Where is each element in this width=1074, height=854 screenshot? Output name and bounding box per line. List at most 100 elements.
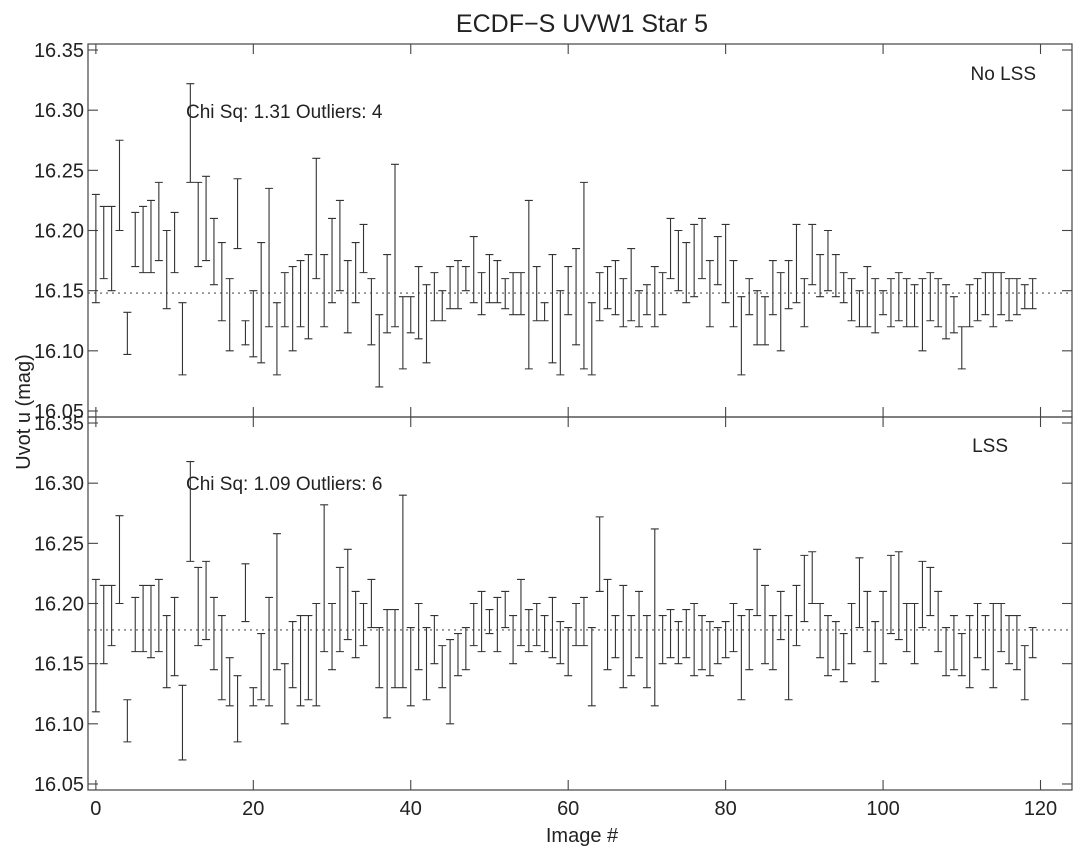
error-bar-no-lss bbox=[847, 278, 856, 322]
error-bar-no-lss bbox=[540, 302, 549, 322]
error-bar-no-lss bbox=[516, 272, 525, 316]
error-bar-lss bbox=[335, 566, 344, 653]
error-bar-lss bbox=[997, 602, 1006, 653]
error-bar-lss bbox=[863, 590, 872, 653]
error-bar-no-lss bbox=[532, 266, 541, 322]
error-bar-no-lss bbox=[957, 326, 966, 370]
x-tick-label: 80 bbox=[715, 798, 737, 820]
error-bar-lss bbox=[170, 596, 179, 677]
error-bar-no-lss bbox=[265, 187, 274, 328]
panel-label-lss: LSS bbox=[972, 436, 1008, 457]
error-bar-lss bbox=[957, 633, 966, 677]
error-bar-no-lss bbox=[524, 199, 533, 370]
error-bar-no-lss bbox=[579, 181, 588, 370]
error-bar-lss bbox=[453, 633, 462, 677]
error-bar-lss bbox=[721, 620, 730, 659]
error-bar-lss bbox=[1012, 614, 1021, 671]
error-bar-no-lss bbox=[792, 223, 801, 304]
x-tick-label: 100 bbox=[866, 798, 899, 820]
error-bar-lss bbox=[343, 548, 352, 641]
error-bar-lss bbox=[934, 590, 943, 653]
error-bar-lss bbox=[146, 584, 155, 659]
error-bar-no-lss bbox=[564, 266, 573, 316]
error-bar-no-lss bbox=[461, 266, 470, 292]
error-bar-lss bbox=[328, 602, 337, 671]
error-bar-no-lss bbox=[642, 284, 651, 316]
error-bar-lss bbox=[257, 633, 266, 701]
error-bar-lss bbox=[682, 608, 691, 659]
error-bar-lss bbox=[375, 627, 384, 689]
error-bar-no-lss bbox=[485, 254, 494, 304]
error-bar-lss bbox=[438, 645, 447, 689]
error-bar-no-lss bbox=[162, 229, 171, 310]
error-bar-lss bbox=[154, 578, 163, 653]
error-bar-no-lss bbox=[760, 296, 769, 346]
error-bar-no-lss bbox=[272, 302, 281, 376]
error-bar-no-lss bbox=[328, 217, 337, 304]
y-tick-label-lss: 16.30 bbox=[34, 473, 84, 495]
error-bar-lss bbox=[942, 627, 951, 677]
y-tick-label-no-lss: 16.10 bbox=[34, 341, 84, 363]
error-bar-no-lss bbox=[784, 260, 793, 310]
error-bar-lss bbox=[572, 602, 581, 647]
error-bar-no-lss bbox=[241, 320, 250, 346]
y-tick-label-no-lss: 16.30 bbox=[34, 100, 84, 122]
error-bar-no-lss bbox=[359, 223, 368, 274]
error-bar-lss bbox=[131, 596, 140, 653]
error-bar-lss bbox=[485, 608, 494, 635]
error-bar-lss bbox=[745, 608, 754, 671]
error-bar-no-lss bbox=[729, 260, 738, 328]
x-tick-label: 60 bbox=[557, 798, 579, 820]
error-bar-lss bbox=[280, 663, 289, 725]
error-bar-lss bbox=[194, 566, 203, 647]
error-bar-lss bbox=[477, 590, 486, 653]
error-bar-lss bbox=[99, 584, 108, 665]
error-bar-no-lss bbox=[745, 278, 754, 316]
error-bar-lss bbox=[469, 602, 478, 647]
error-bar-lss bbox=[981, 614, 990, 671]
error-bar-lss bbox=[753, 548, 762, 617]
error-bar-no-lss bbox=[194, 181, 203, 268]
x-tick-label: 0 bbox=[90, 798, 101, 820]
error-bar-no-lss bbox=[776, 272, 785, 352]
error-bar-no-lss bbox=[682, 241, 691, 304]
error-bar-no-lss bbox=[422, 284, 431, 364]
error-bar-no-lss bbox=[855, 290, 864, 328]
error-bar-no-lss bbox=[698, 217, 707, 280]
error-bar-lss bbox=[351, 590, 360, 659]
error-bar-no-lss bbox=[650, 266, 659, 328]
error-bar-lss bbox=[760, 584, 769, 665]
error-bar-no-lss bbox=[288, 266, 297, 352]
error-bar-lss bbox=[792, 584, 801, 647]
error-bar-no-lss bbox=[186, 83, 195, 183]
error-bar-lss bbox=[1020, 645, 1029, 701]
error-bar-no-lss bbox=[438, 290, 447, 322]
error-bar-lss bbox=[949, 614, 958, 671]
y-tick-label-lss: 16.25 bbox=[34, 533, 84, 555]
error-bar-no-lss bbox=[398, 296, 407, 370]
error-bar-lss bbox=[556, 620, 565, 665]
error-bar-no-lss bbox=[391, 163, 400, 328]
error-bar-lss bbox=[855, 557, 864, 629]
error-bar-no-lss bbox=[910, 284, 919, 328]
error-bar-no-lss bbox=[430, 272, 439, 322]
error-bar-lss bbox=[162, 614, 171, 689]
error-bar-no-lss bbox=[886, 278, 895, 328]
error-bar-lss bbox=[209, 596, 218, 671]
error-bar-no-lss bbox=[768, 260, 777, 316]
error-bar-no-lss bbox=[115, 139, 124, 232]
error-bar-lss bbox=[202, 560, 211, 641]
error-bar-lss bbox=[107, 584, 116, 647]
error-bar-no-lss bbox=[501, 278, 510, 310]
error-bar-lss bbox=[698, 614, 707, 671]
error-bar-lss bbox=[540, 614, 549, 653]
error-bar-lss bbox=[422, 627, 431, 701]
error-bar-no-lss bbox=[202, 175, 211, 262]
error-bar-no-lss bbox=[233, 178, 242, 250]
error-bar-no-lss bbox=[800, 278, 809, 328]
error-bar-no-lss bbox=[154, 181, 163, 262]
error-bar-no-lss bbox=[619, 278, 628, 328]
error-bar-lss bbox=[674, 620, 683, 665]
error-bar-no-lss bbox=[627, 247, 636, 322]
error-bar-lss bbox=[367, 578, 376, 629]
